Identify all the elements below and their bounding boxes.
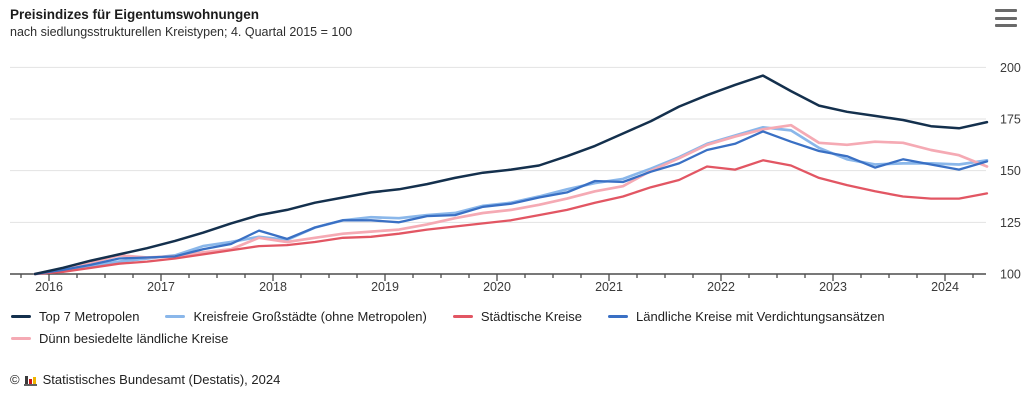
- y-axis-label-200: 200: [1000, 61, 1021, 75]
- price-index-line-chart: 100 125 150 175 200 2016 2017 2018 2019 2020 2021 2…: [10, 61, 1021, 294]
- hamburger-bar: [995, 16, 1017, 20]
- x-axis-label-2020: 2020: [483, 280, 511, 294]
- hamburger-bar: [995, 9, 1017, 12]
- legend-swatch-icon: [608, 315, 629, 318]
- legend-label: Top 7 Metropolen: [39, 309, 140, 324]
- series-line-städtische-kreise: [33, 159, 989, 276]
- legend-item-städtische-kreise[interactable]: Städtische Kreise: [452, 309, 583, 324]
- source-text: Statistisches Bundesamt (Destatis), 2024: [42, 372, 281, 387]
- logo-bar: [32, 377, 36, 384]
- x-axis-label-2022: 2022: [707, 280, 735, 294]
- x-axis-label-2017: 2017: [147, 280, 175, 294]
- logo-bar: [24, 376, 28, 384]
- logo-baseline: [23, 384, 37, 386]
- series-line-dünn-besiedelte-ländliche-kreise: [33, 123, 989, 276]
- x-axis-label-2021: 2021: [595, 280, 623, 294]
- x-axis-label-2018: 2018: [259, 280, 287, 294]
- hamburger-icon[interactable]: [995, 9, 1017, 27]
- x-axis-label-2016: 2016: [35, 280, 63, 294]
- x-axis-label-2023: 2023: [819, 280, 847, 294]
- logo-bar: [28, 379, 32, 384]
- legend-swatch-icon: [452, 315, 473, 318]
- series-line-ländliche-kreise-mit-verdichtungsansätzen: [33, 130, 989, 276]
- legend-label: Kreisfreie Großstädte (ohne Metropolen): [193, 309, 427, 324]
- series-line-top-7-metropolen: [33, 74, 989, 276]
- page-subtitle: nach siedlungsstrukturellen Kreistypen; …: [10, 25, 353, 39]
- page-title: Preisindizes für Eigentumswohnungen: [10, 7, 260, 22]
- legend-label: Städtische Kreise: [480, 309, 583, 324]
- y-axis-label-150: 150: [1000, 164, 1021, 178]
- legend-swatch-icon: [11, 337, 31, 340]
- series-line-kreisfreie-großstädte-ohne-metropolen-: [33, 125, 989, 276]
- legend-item-top-7-metropolen[interactable]: Top 7 Metropolen: [11, 309, 139, 324]
- x-axis-label-2024: 2024: [931, 280, 959, 294]
- legend-item-ländliche-kreise-mit-verdichtungsansätzen[interactable]: Ländliche Kreise mit Verdichtungsansätze…: [608, 309, 885, 324]
- y-axis-label-125: 125: [1000, 216, 1021, 230]
- x-axis-label-2019: 2019: [371, 280, 399, 294]
- source-footer: © Statistisches Bundesamt (Destatis), 20…: [10, 372, 280, 387]
- hamburger-bar: [995, 24, 1017, 27]
- y-axis-label-175: 175: [1000, 112, 1021, 126]
- copyright-symbol: ©: [10, 372, 20, 387]
- legend-label: Ländliche Kreise mit Verdichtungsansätze…: [636, 309, 885, 324]
- chart-legend: Top 7 Metropolen Kreisfreie Großstädte (o…: [11, 309, 1019, 346]
- y-axis-label-100: 100: [1000, 268, 1021, 282]
- legend-swatch-icon: [165, 315, 186, 318]
- destatis-bar-chart-icon: [23, 376, 37, 386]
- legend-label: Dünn besiedelte ländliche Kreise: [39, 331, 229, 346]
- legend-item-kreisfreie-großstädte-ohne-metropolen-[interactable]: Kreisfreie Großstädte (ohne Metropolen): [165, 309, 427, 324]
- legend-item-dünn-besiedelte-ländliche-kreise[interactable]: Dünn besiedelte ländliche Kreise: [11, 331, 228, 346]
- legend-swatch-icon: [11, 315, 31, 318]
